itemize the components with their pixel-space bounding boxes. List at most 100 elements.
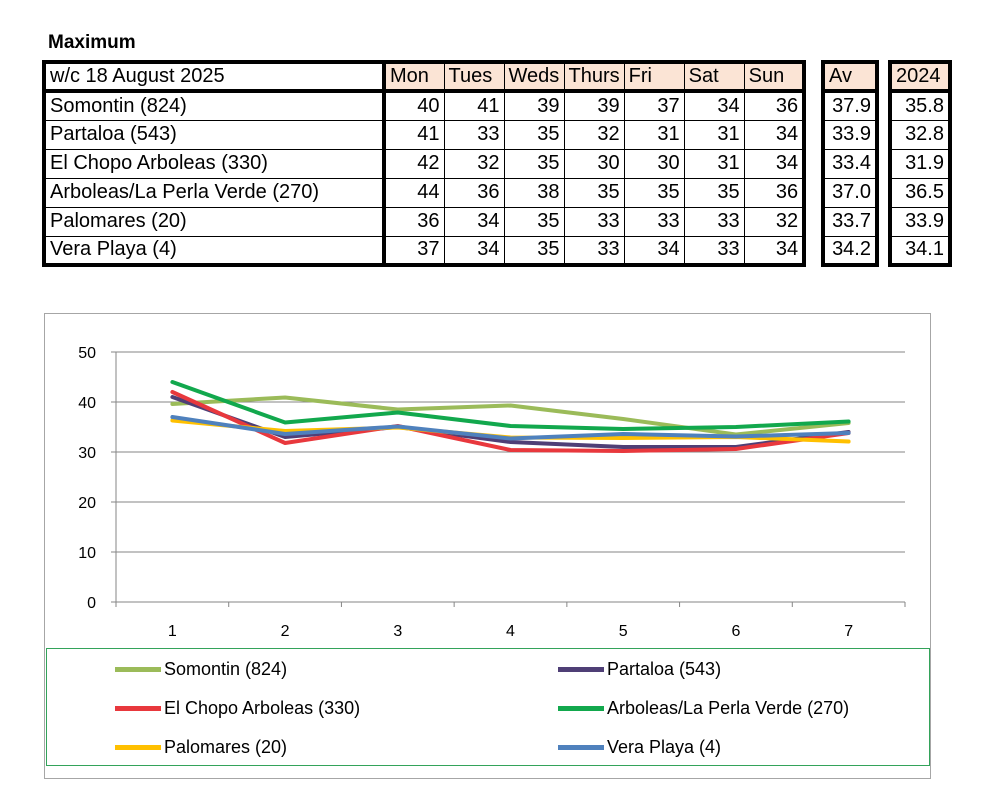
year-cell: 34.1	[889, 235, 951, 266]
year-cell: 32.8	[889, 119, 951, 150]
series-line-3	[170, 380, 851, 431]
temp-cell: 36	[383, 206, 445, 237]
temp-cell: 34	[683, 90, 745, 121]
temp-cell: 34	[443, 206, 505, 237]
series-line-5	[170, 415, 851, 441]
av-header: Av	[822, 61, 878, 93]
table-header-row: w/c 18 August 2025 Mon Tues Weds Thurs Fri Sat…	[43, 61, 805, 93]
station-name: Somontin (824)	[43, 90, 386, 121]
temp-cell: 33	[563, 206, 625, 237]
temp-cell: 37	[623, 90, 685, 121]
temp-cell: 35	[683, 177, 745, 208]
temp-cell: 30	[563, 148, 625, 179]
temp-cell: 33	[623, 206, 685, 237]
station-name: Vera Playa (4)	[43, 235, 386, 266]
temp-cell: 42	[383, 148, 445, 179]
year-header-row: 2024	[889, 61, 951, 93]
temp-cell: 41	[383, 119, 445, 150]
temp-cell: 36	[743, 90, 805, 121]
temp-cell: 32	[743, 206, 805, 237]
day-header: Fri	[623, 61, 685, 93]
temp-cell: 32	[443, 148, 505, 179]
av-cell: 37.0	[822, 177, 878, 208]
temp-cell: 39	[503, 90, 565, 121]
av-row: 33.4	[822, 148, 878, 179]
legend-item: Vera Playa (4)	[558, 735, 721, 759]
x-tick-label: 5	[619, 623, 628, 640]
legend-label: Somontin (824)	[164, 658, 288, 679]
table-row: El Chopo Arboleas (330) 42 32 35 30 30 31 34	[43, 148, 805, 179]
temp-cell: 35	[563, 177, 625, 208]
legend-label: Arboleas/La Perla Verde (270)	[607, 697, 850, 718]
av-cell: 33.4	[822, 148, 878, 179]
temp-cell: 44	[383, 177, 445, 208]
av-row: 34.2	[822, 235, 878, 266]
day-header: Tues	[443, 61, 505, 93]
temp-cell: 39	[563, 90, 625, 121]
temp-cell: 34	[743, 235, 805, 266]
x-tick-label: 4	[506, 623, 515, 640]
av-cell: 33.9	[822, 119, 878, 150]
line-chart: 0 10 20 30 40 50 1 2 3 4 5 6 7	[44, 313, 931, 779]
temp-cell: 31	[683, 148, 745, 179]
year-row: 36.5	[889, 177, 951, 208]
legend-label: Partaloa (543)	[607, 658, 722, 679]
legend-item: Partaloa (543)	[558, 657, 721, 681]
legend-swatch	[115, 666, 161, 672]
week-label: w/c 18 August 2025	[43, 61, 386, 93]
temp-cell: 38	[503, 177, 565, 208]
y-tick-label: 40	[78, 395, 96, 412]
year-row: 33.9	[889, 206, 951, 237]
year-cell: 33.9	[889, 206, 951, 237]
x-tick-label: 7	[844, 623, 853, 640]
y-tick-label: 30	[78, 445, 96, 462]
table-row: Somontin (824) 40 41 39 39 37 34 36	[43, 90, 805, 121]
temp-cell: 41	[443, 90, 505, 121]
temp-cell: 40	[383, 90, 445, 121]
temp-cell: 35	[503, 235, 565, 266]
temperature-table: w/c 18 August 2025 Mon Tues Weds Thurs Fri Sat…	[42, 60, 807, 267]
temp-cell: 34	[623, 235, 685, 266]
y-tick-label: 0	[87, 595, 96, 612]
year-cell: 36.5	[889, 177, 951, 208]
x-tick-label: 6	[731, 623, 740, 640]
station-name: Palomares (20)	[43, 206, 386, 237]
temp-cell: 33	[563, 235, 625, 266]
year-2024-table: 2024 35.8 32.8 31.9 36.5 33.9 34.1	[888, 60, 952, 267]
av-row: 37.9	[822, 90, 878, 121]
y-tick-label: 20	[78, 495, 96, 512]
station-name: Arboleas/La Perla Verde (270)	[43, 177, 386, 208]
av-header-row: Av	[822, 61, 878, 93]
legend-swatch	[558, 705, 604, 711]
legend-label: El Chopo Arboleas (330)	[164, 697, 361, 718]
table-heading: Maximum	[48, 32, 136, 53]
av-row: 37.0	[822, 177, 878, 208]
temp-cell: 31	[683, 119, 745, 150]
station-name: El Chopo Arboleas (330)	[43, 148, 386, 179]
chart-legend: Somontin (824) Partaloa (543) El Chopo Arb…	[46, 648, 930, 766]
legend-label: Vera Playa (4)	[607, 736, 722, 757]
temp-cell: 32	[563, 119, 625, 150]
temp-cell: 35	[503, 119, 565, 150]
temp-cell: 34	[743, 148, 805, 179]
legend-item: Somontin (824)	[115, 657, 287, 681]
legend-item: El Chopo Arboleas (330)	[115, 696, 360, 720]
day-header: Mon	[383, 61, 445, 93]
temp-cell: 34	[743, 119, 805, 150]
day-header: Weds	[503, 61, 565, 93]
legend-item: Arboleas/La Perla Verde (270)	[558, 696, 849, 720]
temp-cell: 36	[443, 177, 505, 208]
temp-cell: 30	[623, 148, 685, 179]
legend-swatch	[558, 744, 604, 750]
year-cell: 31.9	[889, 148, 951, 179]
legend-label: Palomares (20)	[164, 736, 288, 757]
legend-swatch	[115, 705, 161, 711]
av-cell: 34.2	[822, 235, 878, 266]
temp-cell: 31	[623, 119, 685, 150]
temp-cell: 34	[443, 235, 505, 266]
temp-cell: 33	[683, 235, 745, 266]
temp-cell: 37	[383, 235, 445, 266]
temp-cell: 33	[443, 119, 505, 150]
station-name: Partaloa (543)	[43, 119, 386, 150]
av-cell: 37.9	[822, 90, 878, 121]
